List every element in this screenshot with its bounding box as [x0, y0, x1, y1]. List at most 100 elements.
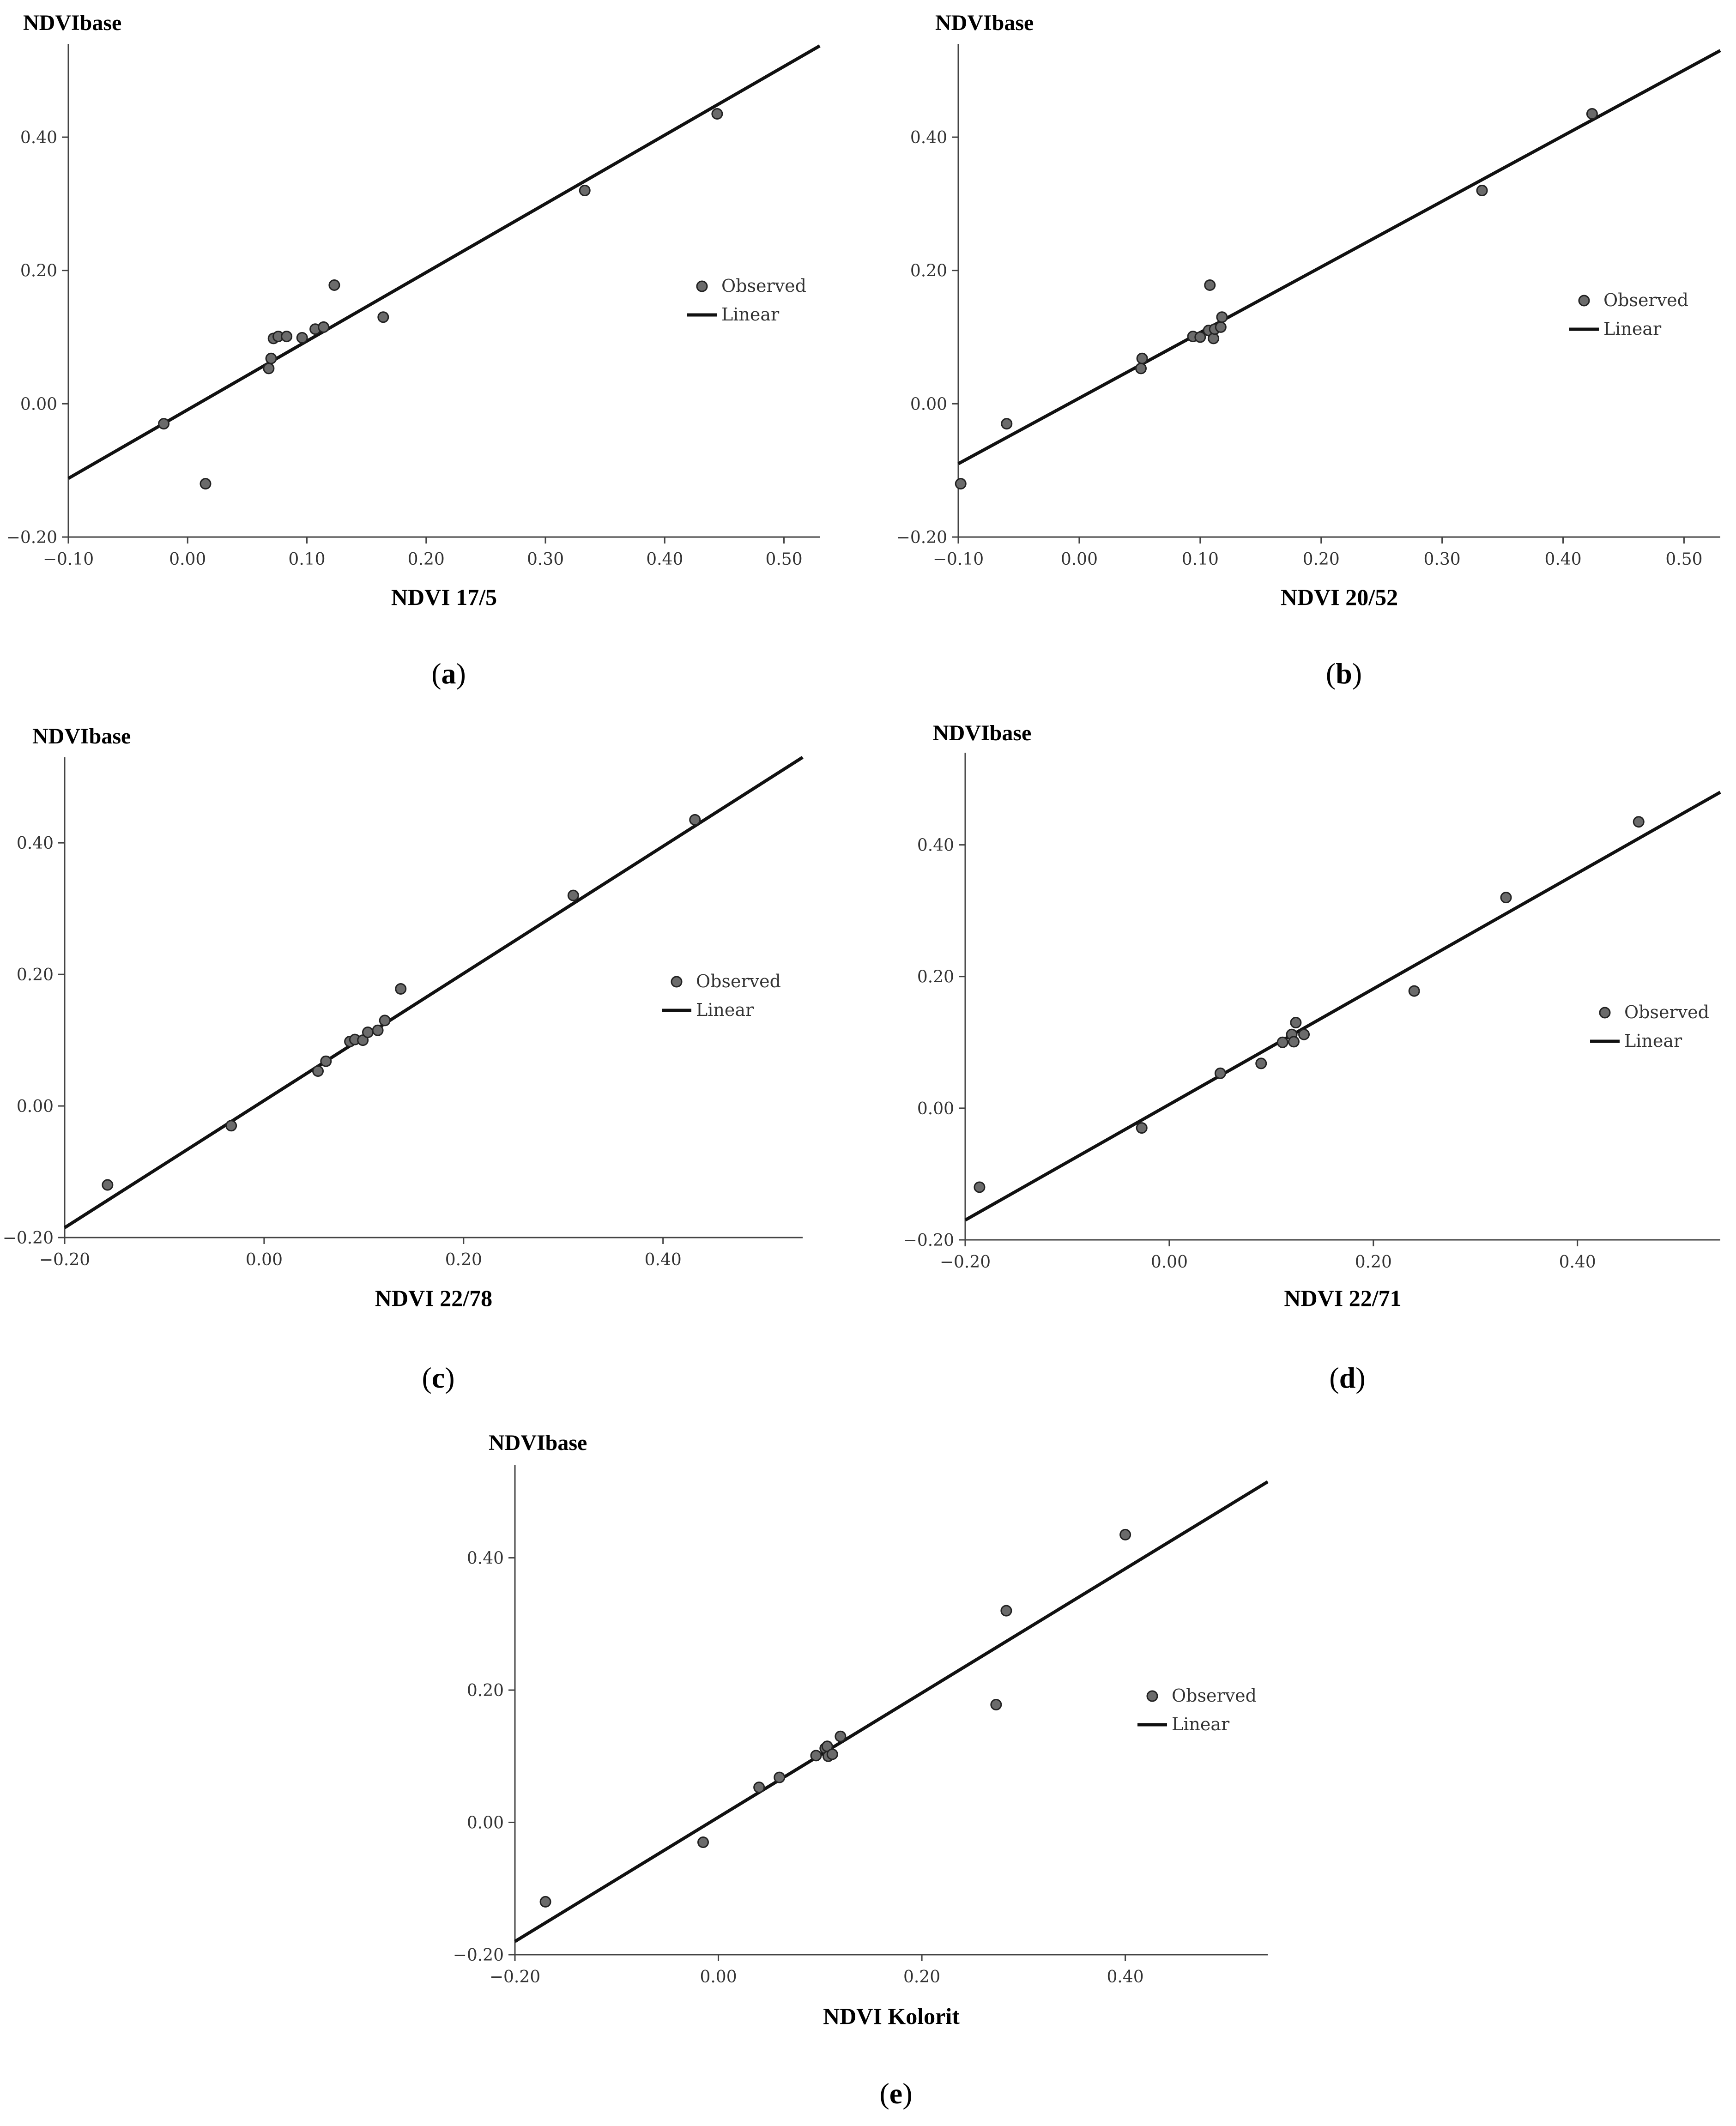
chart-panel-c: −0.20 0.00 0.20 0.40 −0.20 0.00 0.20 0.40 NDVIba…	[3, 724, 804, 1394]
data-point	[1204, 279, 1216, 291]
legend-linear-label: Linear	[696, 1000, 754, 1020]
x-tick-label: 0.40	[1107, 1968, 1144, 1987]
y-tick-label: 0.00	[917, 1099, 954, 1118]
y-tick-label: 0.40	[910, 128, 947, 147]
data-point	[265, 352, 277, 364]
data-point	[711, 108, 723, 120]
y-axis-label: NDVIbase	[23, 11, 121, 35]
legend-observed-marker	[696, 280, 708, 292]
x-tick-label: 0.00	[700, 1968, 737, 1987]
legend-linear-label: Linear	[1624, 1031, 1682, 1051]
y-tick-label: 0.40	[467, 1549, 504, 1568]
regression-line	[64, 756, 804, 1229]
legend: Observed Linear	[687, 276, 806, 325]
y-tick-label: −0.20	[903, 1231, 954, 1250]
y-axis-label: NDVIbase	[935, 11, 1034, 35]
data-point	[1476, 185, 1488, 197]
regression-line	[67, 44, 821, 480]
data-point	[1290, 1017, 1302, 1029]
panel-caption: (c)	[422, 1361, 454, 1394]
legend: Observed Linear	[1569, 290, 1688, 339]
legend-observed-marker	[1578, 295, 1590, 307]
x-tick-label: 0.10	[1182, 550, 1219, 569]
panel-caption: (b)	[1326, 657, 1362, 690]
data-point	[328, 279, 340, 291]
legend-observed-marker	[1599, 1007, 1611, 1019]
x-axis-label: NDVI 22/78	[375, 1285, 492, 1311]
x-tick-label: 0.50	[1665, 550, 1702, 569]
x-axis-label: NDVI 17/5	[391, 584, 497, 610]
legend-observed-marker	[671, 976, 683, 988]
data-point	[1208, 332, 1220, 344]
x-tick-label: −0.20	[490, 1968, 540, 1987]
data-point	[377, 311, 389, 323]
x-tick-label: 0.30	[1424, 550, 1461, 569]
x-tick-label: 0.00	[246, 1250, 283, 1269]
y-tick-label: 0.40	[917, 836, 954, 855]
x-tick-label: −0.20	[39, 1250, 90, 1269]
data-point	[697, 1836, 709, 1848]
y-axis-label: NDVIbase	[933, 721, 1031, 745]
data-point	[320, 1055, 332, 1067]
data-point	[1214, 1067, 1226, 1079]
x-tick-label: 0.10	[288, 550, 325, 569]
x-tick-label: 0.00	[1061, 550, 1098, 569]
data-point	[102, 1179, 114, 1191]
data-point	[312, 1065, 324, 1077]
legend: Observed Linear	[1137, 1685, 1257, 1734]
data-point	[539, 1896, 551, 1908]
data-point	[835, 1730, 847, 1742]
data-point	[1216, 311, 1228, 323]
data-point	[579, 185, 591, 197]
data-point	[1194, 331, 1206, 343]
x-tick-label: −0.20	[940, 1253, 991, 1272]
data-point	[158, 418, 170, 430]
data-point	[379, 1015, 391, 1027]
y-tick-label: 0.20	[20, 262, 57, 281]
legend-observed-label: Observed	[1624, 1002, 1709, 1022]
x-tick-label: 0.40	[1544, 550, 1581, 569]
y-tick-label: 0.00	[20, 395, 57, 414]
y-tick-label: −0.20	[896, 528, 947, 547]
x-tick-label: 0.40	[645, 1250, 682, 1269]
legend-linear-label: Linear	[721, 304, 780, 325]
y-tick-label: −0.20	[453, 1946, 504, 1965]
x-tick-label: 0.20	[1355, 1253, 1392, 1272]
x-tick-label: 0.20	[445, 1250, 482, 1269]
data-point	[1276, 1036, 1288, 1048]
regression-line	[964, 791, 1721, 1222]
chart-panel-b: −0.20 0.00 0.20 0.40 −0.10 0.00 0.10 0.20 0.30 0.…	[896, 11, 1721, 690]
y-tick-label: 0.00	[467, 1814, 504, 1833]
y-tick-label: 0.20	[910, 262, 947, 281]
legend-linear-label: Linear	[1172, 1714, 1230, 1734]
data-point	[1135, 362, 1147, 374]
x-axis-label: NDVI 22/71	[1284, 1285, 1401, 1311]
x-tick-label: −0.10	[933, 550, 984, 569]
legend-observed-marker	[1146, 1690, 1158, 1702]
legend-observed-label: Observed	[1172, 1685, 1257, 1706]
data-point	[296, 332, 308, 344]
x-tick-label: 0.40	[1559, 1253, 1596, 1272]
data-point	[990, 1699, 1002, 1711]
y-tick-label: −0.20	[3, 1229, 54, 1248]
data-point	[1298, 1028, 1310, 1040]
y-tick-label: 0.40	[17, 834, 54, 853]
data-point	[1288, 1036, 1300, 1048]
regression-line	[957, 49, 1721, 465]
data-point	[974, 1181, 986, 1193]
data-point	[1136, 1122, 1148, 1134]
data-point	[225, 1120, 237, 1132]
x-tick-label: 0.00	[1151, 1253, 1188, 1272]
chart-panel-e: −0.20 0.00 0.20 0.40 −0.20 0.00 0.20 0.40 NDVIba…	[453, 1431, 1269, 2110]
x-tick-label: 0.20	[903, 1968, 940, 1987]
legend-linear-label: Linear	[1603, 319, 1662, 339]
data-point	[372, 1024, 384, 1036]
data-point	[753, 1782, 765, 1794]
data-point	[362, 1027, 374, 1039]
x-tick-label: 0.20	[408, 550, 445, 569]
data-point	[395, 983, 407, 995]
legend-observed-label: Observed	[1603, 290, 1688, 310]
y-tick-label: 0.40	[20, 128, 57, 147]
chart-panel-d: −0.20 0.00 0.20 0.40 −0.20 0.00 0.20 0.40 NDVIba…	[903, 721, 1721, 1394]
